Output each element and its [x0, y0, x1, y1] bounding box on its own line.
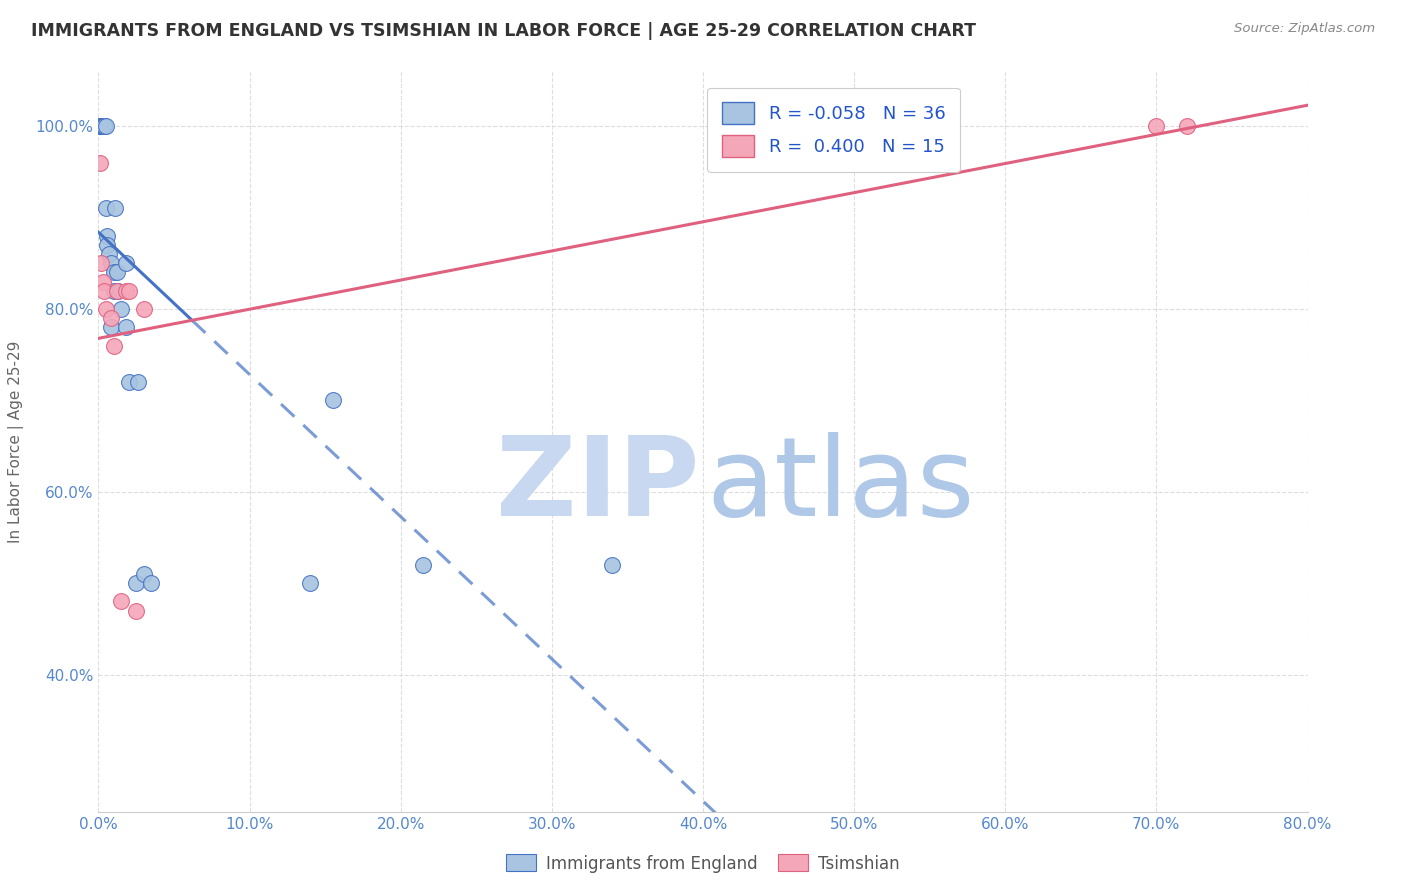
- Point: [132, 567, 155, 582]
- Point: [90, 119, 112, 133]
- Point: [90, 119, 112, 133]
- Point: [110, 594, 132, 608]
- Point: [1144, 119, 1167, 133]
- Point: [91, 119, 114, 133]
- Point: [90, 256, 112, 270]
- Text: IMMIGRANTS FROM ENGLAND VS TSIMSHIAN IN LABOR FORCE | AGE 25-29 CORRELATION CHAR: IMMIGRANTS FROM ENGLAND VS TSIMSHIAN IN …: [31, 22, 976, 40]
- Point: [89, 119, 111, 133]
- Legend: Immigrants from England, Tsimshian: Immigrants from England, Tsimshian: [499, 847, 907, 880]
- Point: [103, 265, 125, 279]
- Point: [94, 202, 117, 216]
- Point: [93, 119, 115, 133]
- Point: [110, 301, 132, 316]
- Point: [100, 320, 122, 334]
- Legend: R = -0.058   N = 36, R =  0.400   N = 15: R = -0.058 N = 36, R = 0.400 N = 15: [707, 87, 960, 171]
- Point: [132, 301, 155, 316]
- Point: [118, 284, 141, 298]
- Point: [105, 265, 128, 279]
- Point: [1175, 119, 1198, 133]
- Text: Source: ZipAtlas.com: Source: ZipAtlas.com: [1234, 22, 1375, 36]
- Point: [299, 576, 322, 591]
- Point: [94, 119, 117, 133]
- Point: [89, 155, 111, 169]
- Point: [125, 576, 148, 591]
- Point: [93, 119, 115, 133]
- Point: [96, 228, 118, 243]
- Point: [412, 558, 434, 572]
- Point: [98, 247, 121, 261]
- Point: [322, 393, 344, 408]
- Point: [93, 284, 115, 298]
- Point: [104, 202, 127, 216]
- Point: [127, 375, 149, 389]
- Point: [90, 119, 112, 133]
- Point: [114, 284, 136, 298]
- Point: [91, 119, 114, 133]
- Point: [114, 320, 136, 334]
- Point: [107, 284, 129, 298]
- Point: [125, 604, 148, 618]
- Point: [103, 284, 125, 298]
- Point: [114, 256, 136, 270]
- Point: [91, 119, 114, 133]
- Point: [91, 119, 114, 133]
- Point: [94, 301, 117, 316]
- Point: [96, 238, 118, 252]
- Point: [602, 558, 624, 572]
- Point: [141, 576, 163, 591]
- Point: [100, 311, 122, 326]
- Point: [93, 119, 115, 133]
- Point: [91, 275, 114, 289]
- Point: [103, 338, 125, 352]
- Y-axis label: In Labor Force | Age 25-29: In Labor Force | Age 25-29: [8, 341, 24, 542]
- Text: atlas: atlas: [707, 433, 976, 540]
- Text: ZIP: ZIP: [496, 433, 699, 540]
- Point: [118, 375, 141, 389]
- Point: [105, 284, 128, 298]
- Point: [93, 119, 115, 133]
- Point: [100, 256, 122, 270]
